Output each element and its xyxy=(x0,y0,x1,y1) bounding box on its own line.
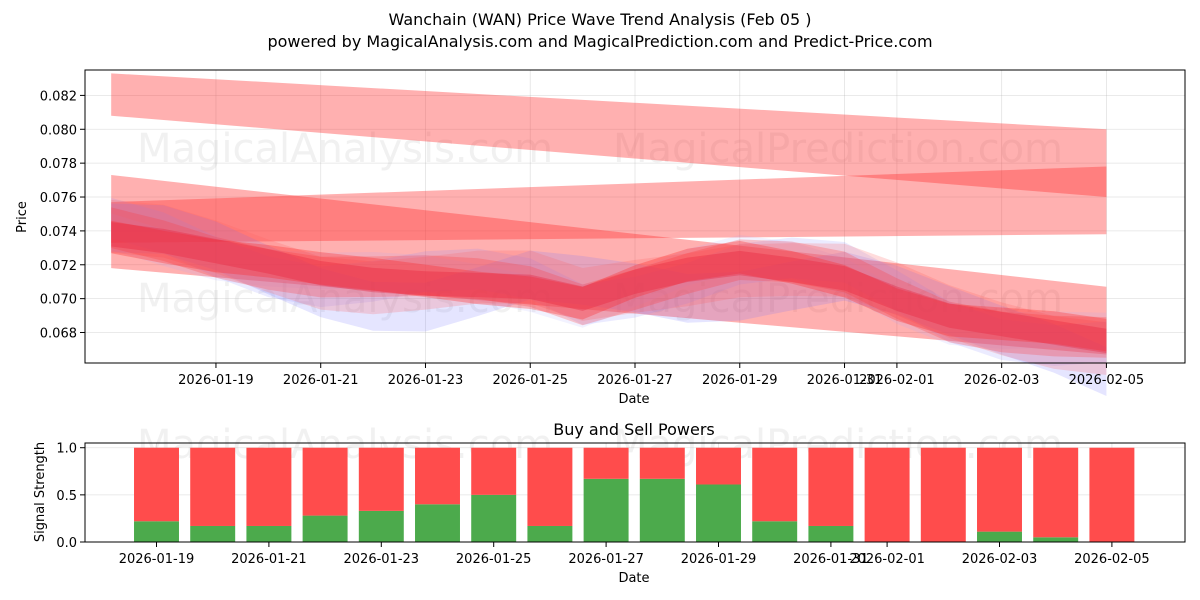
signal-bars xyxy=(134,447,1135,542)
signal-x-tick-label: 2026-01-31 xyxy=(793,552,869,567)
price-y-axis: 0.068 0.070 0.072 0.074 0.076 0.078 0.080 0.082 xyxy=(40,89,85,342)
price-y-tick-label: 0.076 xyxy=(40,191,77,206)
signal-y-tick-label: 1.0 xyxy=(56,442,77,457)
buy-bar xyxy=(977,531,1022,542)
price-x-tick-label: 2026-01-21 xyxy=(283,373,359,388)
price-y-tick-label: 0.080 xyxy=(40,123,77,138)
chart-subtitle: powered by MagicalAnalysis.com and Magic… xyxy=(267,32,932,51)
trend-band-2 xyxy=(111,166,1107,243)
signal-panel: MagicalAnalysis.com MagicalPrediction.co… xyxy=(33,420,1186,586)
sell-bar xyxy=(920,447,966,542)
wave-blue-1 xyxy=(111,203,1107,396)
price-x-tick-label: 2026-01-19 xyxy=(178,373,254,388)
buy-bar xyxy=(302,515,348,542)
price-x-tick-label: 2026-01-31 xyxy=(807,373,883,388)
signal-y-label: Signal Strength xyxy=(33,442,48,542)
wave-red-1 xyxy=(111,199,1107,376)
price-x-tick-label: 2026-01-23 xyxy=(388,373,464,388)
watermark-prediction-top: MagicalPrediction.com xyxy=(613,126,1063,172)
price-x-axis: 2026-01-19 2026-01-21 2026-01-23 2026-01-25… xyxy=(178,363,1144,388)
sell-bar xyxy=(696,447,741,485)
buy-bar xyxy=(471,494,517,542)
price-x-tick-label: 2026-02-01 xyxy=(859,373,935,388)
wave-blue-2 xyxy=(111,197,1107,367)
signal-x-tick-label: 2026-01-21 xyxy=(231,552,307,567)
signal-title: Buy and Sell Powers xyxy=(553,420,715,439)
wave-red-3 xyxy=(111,220,1107,352)
chart-title: Wanchain (WAN) Price Wave Trend Analysis… xyxy=(389,10,812,29)
price-x-tick-label: 2026-01-25 xyxy=(492,373,568,388)
trend-bands xyxy=(111,73,1107,355)
signal-x-tick-label: 2026-01-19 xyxy=(119,552,195,567)
watermark-analysis-mid: MagicalAnalysis.com xyxy=(137,276,553,322)
sell-bar xyxy=(977,447,1022,532)
signal-x-tick-label: 2026-02-05 xyxy=(1074,552,1150,567)
sell-bar xyxy=(752,447,798,522)
price-y-tick-label: 0.068 xyxy=(40,327,77,342)
signal-x-axis: 2026-01-19 2026-01-21 2026-01-23 2026-01-25… xyxy=(119,542,1150,567)
price-y-label: Price xyxy=(15,201,30,233)
buy-bar xyxy=(752,521,798,542)
wave-bands xyxy=(111,197,1107,396)
sell-bar xyxy=(527,447,573,526)
sell-bar xyxy=(864,447,910,542)
trend-band-3 xyxy=(111,175,1107,355)
sell-bar xyxy=(358,447,404,511)
wave-red-2 xyxy=(111,207,1107,358)
sell-bar xyxy=(639,447,685,479)
price-grid xyxy=(85,70,1185,363)
sell-bar xyxy=(808,447,854,526)
watermark-analysis-top: MagicalAnalysis.com xyxy=(137,126,553,172)
buy-bar xyxy=(696,484,741,542)
buy-bar xyxy=(134,521,179,542)
sell-bar xyxy=(302,447,348,516)
wave-red-core xyxy=(111,222,1107,354)
price-x-tick-label: 2026-02-05 xyxy=(1069,373,1145,388)
signal-x-tick-label: 2026-01-23 xyxy=(344,552,420,567)
signal-y-tick-label: 0.5 xyxy=(56,489,77,504)
sell-bar xyxy=(1089,447,1135,542)
signal-x-label: Date xyxy=(618,571,649,586)
price-x-tick-label: 2026-01-27 xyxy=(597,373,673,388)
sell-bar xyxy=(583,447,629,479)
price-panel: MagicalAnalysis.com MagicalPrediction.co… xyxy=(15,69,1186,407)
price-y-tick-label: 0.072 xyxy=(40,259,77,274)
price-x-label: Date xyxy=(618,392,649,407)
sell-bar xyxy=(1033,447,1079,538)
buy-bar xyxy=(1033,537,1079,542)
signal-x-tick-label: 2026-02-03 xyxy=(962,552,1038,567)
buy-bar xyxy=(639,478,685,542)
buy-bar xyxy=(415,504,460,542)
buy-bar xyxy=(190,525,236,542)
buy-bar xyxy=(583,478,629,542)
sell-bar xyxy=(134,447,179,522)
price-y-tick-label: 0.078 xyxy=(40,157,77,172)
signal-x-tick-label: 2026-01-27 xyxy=(568,552,644,567)
buy-bar xyxy=(246,525,292,542)
signal-x-tick-label: 2026-01-29 xyxy=(681,552,757,567)
signal-x-tick-label: 2026-02-01 xyxy=(849,552,925,567)
price-y-tick-label: 0.082 xyxy=(40,89,77,104)
price-x-tick-label: 2026-02-03 xyxy=(964,373,1040,388)
signal-y-tick-label: 0.0 xyxy=(56,536,77,551)
buy-bar xyxy=(527,525,573,542)
sell-bar xyxy=(246,447,292,526)
trend-band-1 xyxy=(111,73,1107,198)
signal-plot-frame xyxy=(84,442,1186,543)
sell-bar xyxy=(190,447,236,526)
sell-bar xyxy=(415,447,460,505)
price-y-tick-label: 0.070 xyxy=(40,293,77,308)
signal-y-axis: 0.0 0.5 1.0 xyxy=(56,442,85,551)
watermark-prediction-mid: MagicalPrediction.com xyxy=(613,276,1063,322)
buy-bar xyxy=(808,525,854,542)
signal-x-tick-label: 2026-01-25 xyxy=(456,552,532,567)
buy-bar xyxy=(358,510,404,542)
wave-blue-3 xyxy=(111,213,1107,350)
price-y-tick-label: 0.074 xyxy=(40,225,77,240)
price-x-tick-label: 2026-01-29 xyxy=(702,373,778,388)
sell-bar xyxy=(471,447,517,495)
